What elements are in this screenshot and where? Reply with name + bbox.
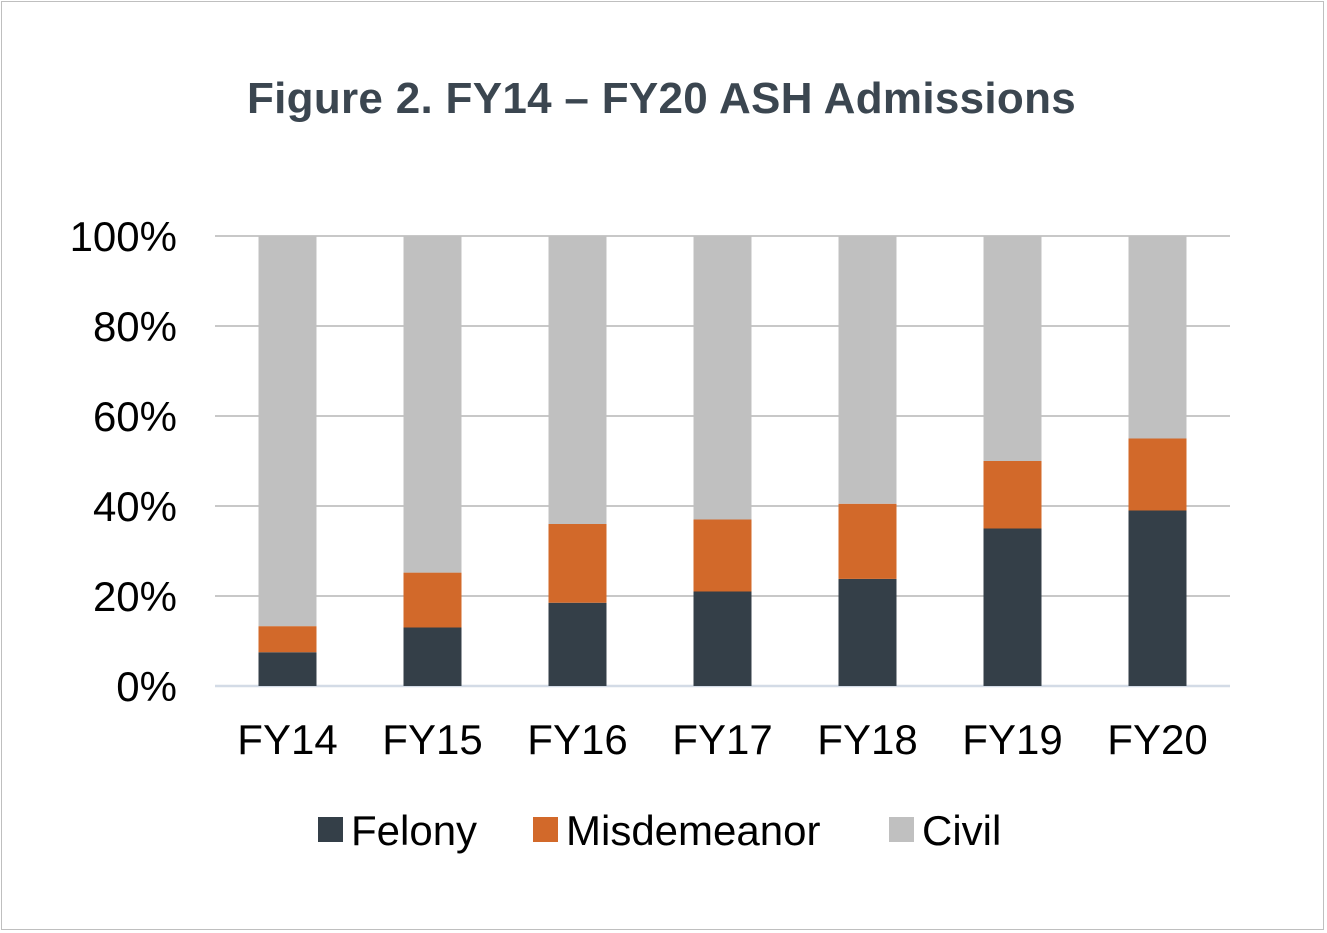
y-tick-label: 40% — [93, 483, 177, 530]
legend-label-misdemeanor: Misdemeanor — [566, 807, 820, 854]
x-tick-label: FY14 — [237, 716, 337, 763]
bar-felony-fy16 — [548, 602, 607, 686]
legend-label-civil: Civil — [922, 807, 1001, 854]
bar-misdemeanor-fy19 — [983, 461, 1042, 529]
legend-swatch-misdemeanor — [533, 817, 558, 842]
bar-felony-fy18 — [838, 578, 897, 686]
y-tick-label: 100% — [70, 213, 177, 260]
bar-misdemeanor-fy16 — [548, 524, 607, 603]
x-axis-ticks: FY14 FY15 FY16 FY17 FY18 FY19 FY20 — [237, 716, 1207, 763]
legend-swatch-civil — [889, 817, 914, 842]
bar-civil-fy14 — [258, 236, 317, 627]
y-tick-label: 20% — [93, 573, 177, 620]
y-tick-label: 0% — [116, 663, 177, 710]
x-tick-label: FY20 — [1107, 716, 1207, 763]
bar-civil-fy19 — [983, 236, 1042, 461]
bar-felony-fy14 — [258, 652, 317, 686]
y-tick-label: 80% — [93, 303, 177, 350]
bar-civil-fy18 — [838, 236, 897, 504]
y-tick-label: 60% — [93, 393, 177, 440]
bar-civil-fy16 — [548, 236, 607, 524]
bar-misdemeanor-fy18 — [838, 503, 897, 579]
x-tick-label: FY16 — [527, 716, 627, 763]
bar-felony-fy17 — [693, 591, 752, 686]
x-tick-label: FY17 — [672, 716, 772, 763]
legend-label-felony: Felony — [351, 807, 477, 854]
bar-civil-fy20 — [1128, 236, 1187, 439]
bar-misdemeanor-fy17 — [693, 519, 752, 592]
x-tick-label: FY19 — [962, 716, 1062, 763]
bar-civil-fy17 — [693, 236, 752, 520]
bar-misdemeanor-fy14 — [258, 626, 317, 653]
legend-swatch-felony — [318, 817, 343, 842]
bars — [258, 236, 1187, 686]
legend: Felony Misdemeanor Civil — [318, 807, 1001, 854]
x-tick-label: FY18 — [817, 716, 917, 763]
bar-felony-fy19 — [983, 528, 1042, 686]
bar-felony-fy15 — [403, 627, 462, 686]
bar-misdemeanor-fy20 — [1128, 438, 1187, 511]
chart-title: Figure 2. FY14 – FY20 ASH Admissions — [246, 74, 1077, 123]
bar-felony-fy20 — [1128, 510, 1187, 686]
bar-civil-fy15 — [403, 236, 462, 573]
bar-misdemeanor-fy15 — [403, 572, 462, 628]
x-tick-label: FY15 — [382, 716, 482, 763]
y-axis-ticks: 0% 20% 40% 60% 80% 100% — [70, 213, 177, 710]
